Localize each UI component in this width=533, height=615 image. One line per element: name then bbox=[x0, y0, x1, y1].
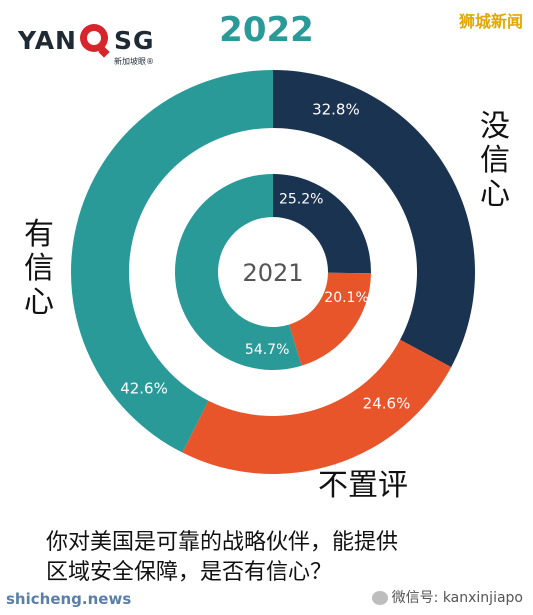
donut-slice-2022-1 bbox=[182, 339, 452, 474]
survey-question: 你对美国是可靠的战略伙伴，能提供 区域安全保障，是否有信心？ bbox=[46, 528, 506, 588]
site-watermark: shicheng.news bbox=[6, 590, 132, 608]
inner-ring-year: 2021 bbox=[242, 259, 303, 287]
donut-slice-2022-0 bbox=[273, 70, 475, 368]
donut-label-2022-1: 24.6% bbox=[363, 394, 411, 412]
label-confidence: 有 信 心 bbox=[24, 217, 54, 320]
label-no-confidence: 没 信 心 bbox=[480, 109, 510, 212]
outer-ring-year: 2022 bbox=[219, 10, 314, 50]
donut-label-2021-0: 25.2% bbox=[279, 191, 323, 207]
source-watermark: 狮城新闻 bbox=[458, 12, 523, 31]
logo-text-right: SG bbox=[114, 26, 155, 55]
donut-slice-2021-1 bbox=[289, 272, 371, 366]
donut-slice-2021-0 bbox=[273, 174, 371, 274]
donut-label-2022-2: 42.6% bbox=[120, 379, 168, 397]
donut-slice-2022-2 bbox=[71, 70, 273, 453]
logo-text-left: YAN bbox=[18, 26, 77, 55]
wechat-icon bbox=[371, 591, 388, 605]
logo-subtitle: 新加坡眼® bbox=[114, 57, 154, 66]
question-line-1: 你对美国是可靠的战略伙伴，能提供 bbox=[46, 530, 399, 555]
label-no-comment: 不置评 bbox=[318, 468, 408, 503]
donut-slice-2021-2 bbox=[174, 174, 302, 370]
donut-label-2021-2: 54.7% bbox=[245, 342, 289, 358]
question-line-2: 区域安全保障，是否有信心？ bbox=[46, 560, 333, 585]
brand-logo: YAN SG 新加坡眼® bbox=[18, 22, 168, 72]
donut-label-2022-0: 32.8% bbox=[312, 100, 360, 118]
wechat-id: 微信号: kanxinjiapo bbox=[371, 587, 523, 607]
donut-label-2021-1: 20.1% bbox=[324, 290, 368, 306]
